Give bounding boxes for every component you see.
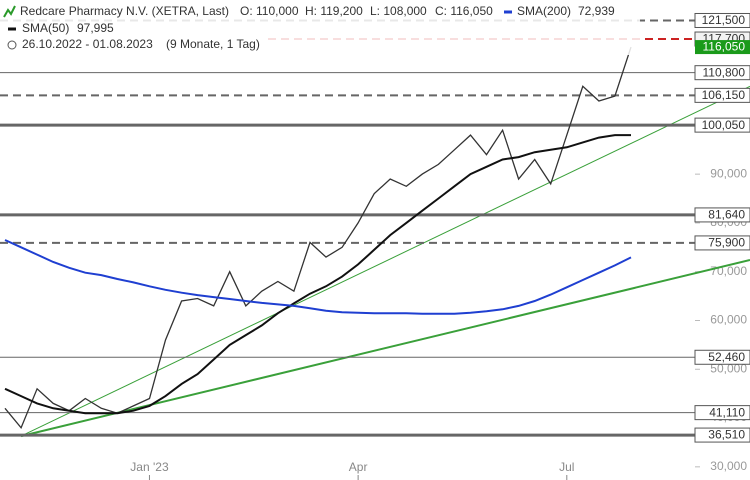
trendline	[20, 85, 750, 437]
level-label: 81,640	[708, 208, 745, 222]
level-label: 41,110	[709, 405, 745, 419]
header-open: O: 110,000	[240, 4, 299, 18]
level-label: 106,150	[702, 88, 746, 102]
header-icon	[3, 5, 16, 18]
level-label: 36,510	[708, 428, 745, 442]
legend-name: SMA(50)	[22, 21, 69, 35]
sma-line	[4, 239, 632, 315]
header-title: Redcare Pharmacy N.V. (XETRA, Last)	[20, 4, 229, 18]
trendline	[20, 259, 750, 438]
header-bg	[0, 0, 640, 55]
header-duration: (9 Monate, 1 Tag)	[166, 37, 260, 51]
level-label-box	[694, 405, 750, 421]
period-icon	[7, 40, 17, 50]
y-tick-label: 60,000	[710, 313, 747, 327]
sma-line	[4, 134, 631, 415]
level-label-box	[694, 117, 750, 133]
header-low: L: 108,000	[370, 4, 427, 18]
header-close: C: 116,050	[435, 4, 493, 18]
price-marker-label: 116,050	[703, 40, 746, 54]
header: Redcare Pharmacy N.V. (XETRA, Last) O: 11…	[0, 0, 640, 55]
level-label-box	[694, 427, 750, 443]
level-label: 75,900	[708, 236, 745, 250]
price-marker-box	[695, 40, 750, 55]
y-tick-label: 30,000	[710, 459, 747, 473]
x-tick-label: Jul	[559, 460, 574, 474]
price-line	[4, 46, 632, 430]
legend-value: 97,995	[77, 21, 114, 35]
level-label-box	[694, 235, 750, 251]
level-label-box	[694, 207, 750, 223]
level-label-box	[694, 65, 750, 81]
legend-name: SMA(200)	[517, 4, 571, 18]
header-high: H: 119,200	[305, 4, 363, 18]
level-label-box	[694, 349, 750, 365]
x-tick-label: Jan '23	[130, 460, 169, 474]
x-tick-label: Apr	[349, 460, 368, 474]
level-label-box	[694, 12, 750, 28]
header-period: 26.10.2022 - 01.08.2023	[22, 37, 153, 51]
level-label: 100,050	[702, 118, 746, 132]
level-label: 121,500	[702, 13, 746, 27]
y-tick-label: 50,000	[710, 361, 747, 375]
legend-value: 72,939	[578, 4, 615, 18]
level-label: 52,460	[708, 350, 745, 364]
y-tick-label: 90,000	[710, 166, 747, 180]
level-label: 110,800	[703, 65, 746, 79]
level-label-box	[694, 87, 750, 103]
